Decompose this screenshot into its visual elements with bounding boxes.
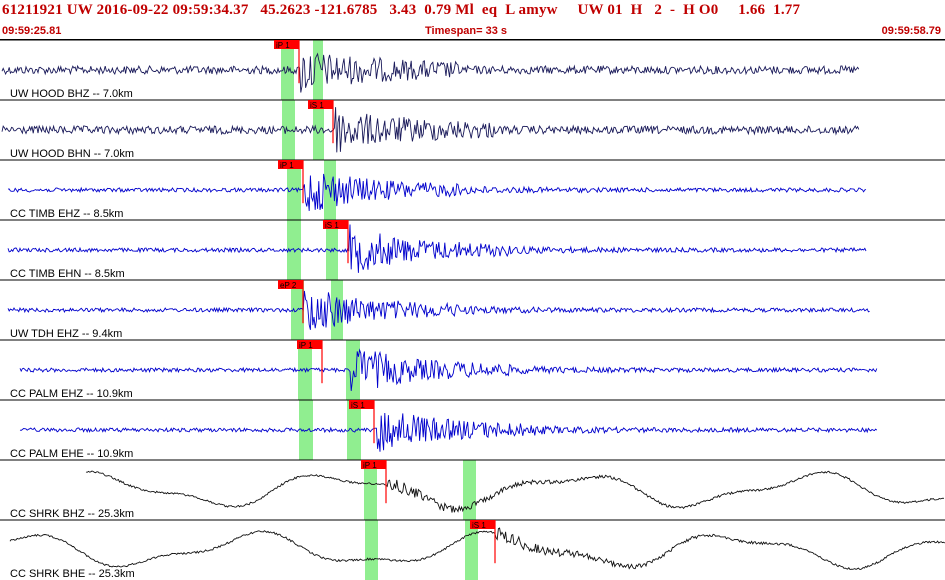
pick-window-band [463, 460, 476, 520]
pick-flag [470, 520, 495, 529]
pick-flag [349, 400, 374, 409]
waveform [19, 348, 878, 391]
trace-panel[interactable]: iS 1 UW HOOD BHN -- 7.0km [0, 99, 945, 160]
waveform [1, 107, 860, 153]
waveform [7, 290, 870, 330]
station-label: CC SHRK BHE -- 25.3km [10, 568, 135, 580]
pick-flag [278, 160, 303, 169]
waveform [7, 224, 867, 273]
trace-panel[interactable]: iP 1 CC TIMB EHZ -- 8.5km [0, 159, 945, 220]
pick-window-band [365, 520, 378, 580]
trace-panel[interactable]: iP 1 CC SHRK BHZ -- 25.3km [0, 459, 945, 520]
pick-label: eP 2 [280, 281, 297, 290]
station-label: CC SHRK BHZ -- 25.3km [10, 508, 134, 520]
pick-window-band [313, 40, 323, 100]
trace-panel[interactable]: iS 1 CC SHRK BHE -- 25.3km [0, 519, 945, 580]
station-label: CC PALM EHZ -- 10.9km [10, 388, 133, 400]
station-label: UW HOOD BHN -- 7.0km [10, 148, 134, 160]
pick-flag [361, 460, 386, 469]
pick-label: iP 1 [363, 461, 377, 470]
event-title: 61211921 UW 2016-09-22 09:59:34.37 45.26… [2, 2, 801, 18]
pick-label: iP 1 [299, 341, 313, 350]
pick-flag [274, 40, 299, 49]
trace-panel[interactable]: iP 1 CC PALM EHZ -- 10.9km [0, 339, 945, 400]
pick-flag [308, 100, 333, 109]
waveform [7, 173, 867, 211]
pick-window-band [299, 400, 313, 460]
pick-window-band [465, 520, 478, 580]
station-label: UW HOOD BHZ -- 7.0km [10, 88, 133, 100]
station-label: CC TIMB EHZ -- 8.5km [10, 208, 123, 220]
waveform [1, 52, 860, 93]
pick-window-band [313, 100, 324, 160]
timespan-label: Timespan= 33 s [425, 25, 508, 37]
trace-panel[interactable]: iS 1 CC PALM EHE -- 10.9km [0, 399, 945, 460]
station-label: CC TIMB EHN -- 8.5km [10, 268, 125, 280]
pick-label: iS 1 [310, 101, 324, 110]
pick-flag [278, 280, 303, 289]
waveform [19, 412, 878, 452]
trace-panel[interactable]: iS 1 CC TIMB EHN -- 8.5km [0, 219, 945, 280]
pick-label: iS 1 [472, 521, 486, 530]
pick-window-band [364, 460, 377, 520]
pick-window-band [281, 40, 294, 100]
station-label: CC PALM EHE -- 10.9km [10, 448, 133, 460]
pick-label: iS 1 [351, 401, 365, 410]
start-time: 09:59:25.81 [2, 25, 62, 37]
waveform [85, 470, 945, 513]
end-time: 09:59:58.79 [881, 25, 941, 37]
pick-label: iS 1 [325, 221, 339, 230]
trace-panel[interactable]: iP 1 UW HOOD BHZ -- 7.0km [0, 39, 945, 100]
pick-flag [297, 340, 322, 349]
pick-label: iP 1 [276, 41, 290, 50]
pick-window-band [347, 400, 361, 460]
pick-label: iP 1 [280, 161, 294, 170]
station-label: UW TDH EHZ -- 9.4km [10, 328, 122, 340]
pick-window-band [346, 340, 360, 400]
trace-panel[interactable]: eP 2 UW TDH EHZ -- 9.4km [0, 279, 945, 340]
event-header: 61211921 UW 2016-09-22 09:59:34.37 45.26… [0, 0, 945, 39]
pick-flag [323, 220, 348, 229]
waveform [9, 527, 945, 571]
